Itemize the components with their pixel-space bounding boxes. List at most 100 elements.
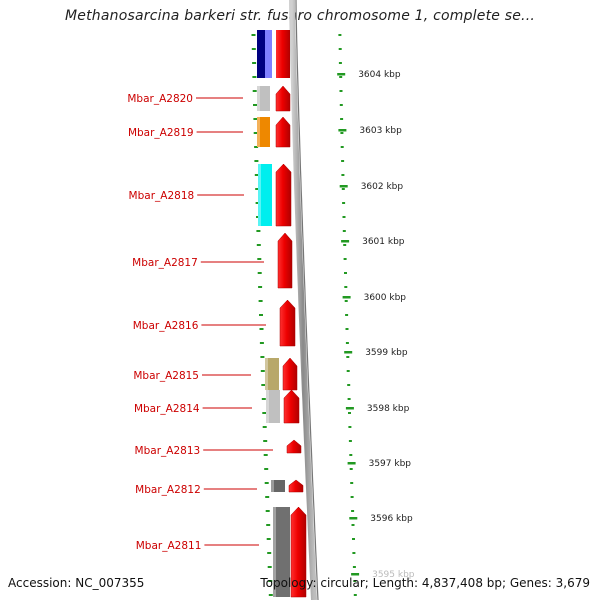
- scale-tick: [337, 73, 346, 76]
- left-tick-dot: [268, 580, 273, 582]
- gene-label: Mbar_A2813: [135, 445, 201, 457]
- left-tick-dot: [263, 440, 268, 442]
- top-feature-violet: [265, 30, 272, 78]
- gene-label: Mbar_A2819: [128, 127, 194, 139]
- right-tick-dot: [352, 538, 355, 540]
- right-tick-dot: [353, 580, 357, 582]
- gene-arrow: [275, 163, 292, 227]
- gene-partner-highlight: [266, 390, 269, 423]
- gene-arrow: [275, 85, 291, 112]
- backbone-line: [289, 0, 317, 600]
- right-tick-dot: [346, 370, 350, 372]
- right-tick-dot: [342, 202, 346, 204]
- left-tick-dot: [260, 356, 265, 358]
- gene-arrow: [282, 357, 298, 391]
- gene-arrow: [283, 389, 300, 424]
- scale-label: 3598 kbp: [367, 404, 410, 414]
- gene-partner-highlight: [273, 507, 276, 597]
- gene-partner-block: [273, 507, 290, 597]
- right-tick-dot: [344, 286, 348, 288]
- left-tick-dot: [256, 230, 261, 232]
- left-tick-dot: [264, 482, 269, 484]
- right-tick-dot: [342, 230, 346, 232]
- top-feature-navy: [257, 30, 265, 78]
- scale-label: 3599 kbp: [365, 348, 408, 358]
- right-tick-dot: [344, 272, 347, 274]
- left-tick-dot: [255, 202, 260, 204]
- gene-Mbar_A2812: Mbar_A2812: [135, 479, 304, 496]
- scale-tick: [351, 573, 360, 576]
- gene-Mbar_A2811: Mbar_A2811: [136, 506, 307, 598]
- gene-Mbar_A2818: Mbar_A2818: [129, 163, 292, 227]
- gene-arrow: [290, 506, 307, 598]
- right-tick-dot: [353, 594, 357, 596]
- gene-partner-highlight: [271, 480, 274, 492]
- gene-label: Mbar_A2812: [135, 484, 201, 496]
- gene-label: Mbar_A2817: [132, 257, 198, 269]
- right-tick-dot: [345, 342, 349, 344]
- gene-Mbar_A2813: Mbar_A2813: [135, 439, 302, 457]
- right-tick-dot: [340, 132, 344, 134]
- left-tick-dot: [262, 426, 267, 428]
- left-tick-dot: [267, 566, 272, 568]
- tick-dots: [251, 34, 357, 596]
- gene-label: Mbar_A2818: [129, 190, 195, 202]
- right-tick-dot: [348, 412, 351, 414]
- right-tick-dot: [338, 34, 342, 36]
- scale-tick: [342, 296, 351, 299]
- scale-tick: [345, 407, 354, 410]
- right-tick-dot: [341, 174, 345, 176]
- left-tick-dot: [258, 286, 263, 288]
- right-tick-dot: [348, 440, 352, 442]
- scale-tick: [344, 351, 353, 354]
- left-tick-dot: [255, 188, 260, 190]
- right-tick-dot: [340, 146, 344, 148]
- left-tick-dot: [257, 258, 262, 260]
- scale-label: 3595 kbp: [372, 570, 415, 580]
- right-tick-dot: [349, 468, 353, 470]
- left-tick-dot: [259, 314, 263, 316]
- left-tick-dot: [258, 300, 263, 302]
- right-tick-dot: [339, 104, 343, 106]
- right-tick-dot: [339, 76, 343, 78]
- left-tick-dot: [259, 328, 264, 330]
- left-tick-dot: [261, 384, 266, 386]
- right-tick-dot: [341, 160, 345, 162]
- right-tick-dot: [346, 356, 350, 358]
- left-tick-dot: [252, 76, 257, 78]
- right-tick-dot: [347, 384, 351, 386]
- gene-partner-highlight: [257, 86, 260, 111]
- left-tick-dot: [254, 160, 259, 162]
- right-tick-dot: [344, 300, 348, 302]
- scale-label: 3597 kbp: [369, 459, 412, 469]
- left-tick-dot: [253, 104, 257, 106]
- right-tick-dot: [352, 566, 356, 568]
- gene-partner-block: [271, 480, 285, 492]
- scale-label: 3602 kbp: [361, 182, 404, 192]
- gene-label: Mbar_A2814: [134, 403, 200, 415]
- right-tick-dot: [350, 482, 354, 484]
- gene-partner-block: [258, 164, 272, 226]
- right-tick-dot: [351, 524, 355, 526]
- left-tick-dot: [266, 538, 271, 540]
- left-tick-dot: [252, 62, 257, 64]
- gene-label: Mbar_A2820: [127, 93, 193, 105]
- left-tick-dot: [264, 468, 269, 470]
- scale-tick: [338, 129, 347, 132]
- accession-label: Accession: NC_007355: [8, 576, 145, 590]
- right-tick-dot: [348, 426, 352, 428]
- kbp-scale: 3604 kbp 3603 kbp 3602 kbp 3601 kbp 3600 kbp…: [337, 70, 415, 580]
- scale-label: 3603 kbp: [359, 126, 402, 136]
- left-tick-dot: [252, 90, 257, 92]
- gene-partner-highlight: [265, 358, 268, 390]
- top-feature-blocks: [257, 30, 290, 78]
- scale-label: 3600 kbp: [364, 293, 407, 303]
- gene-partner-block: [257, 86, 270, 111]
- gene-Mbar_A2820: Mbar_A2820: [127, 85, 291, 112]
- gene-Mbar_A2817: Mbar_A2817: [132, 232, 293, 289]
- left-tick-dot: [263, 454, 268, 456]
- gene-label: Mbar_A2815: [133, 370, 199, 382]
- gene-partner-highlight: [258, 164, 261, 226]
- gene-arrow: [279, 299, 296, 347]
